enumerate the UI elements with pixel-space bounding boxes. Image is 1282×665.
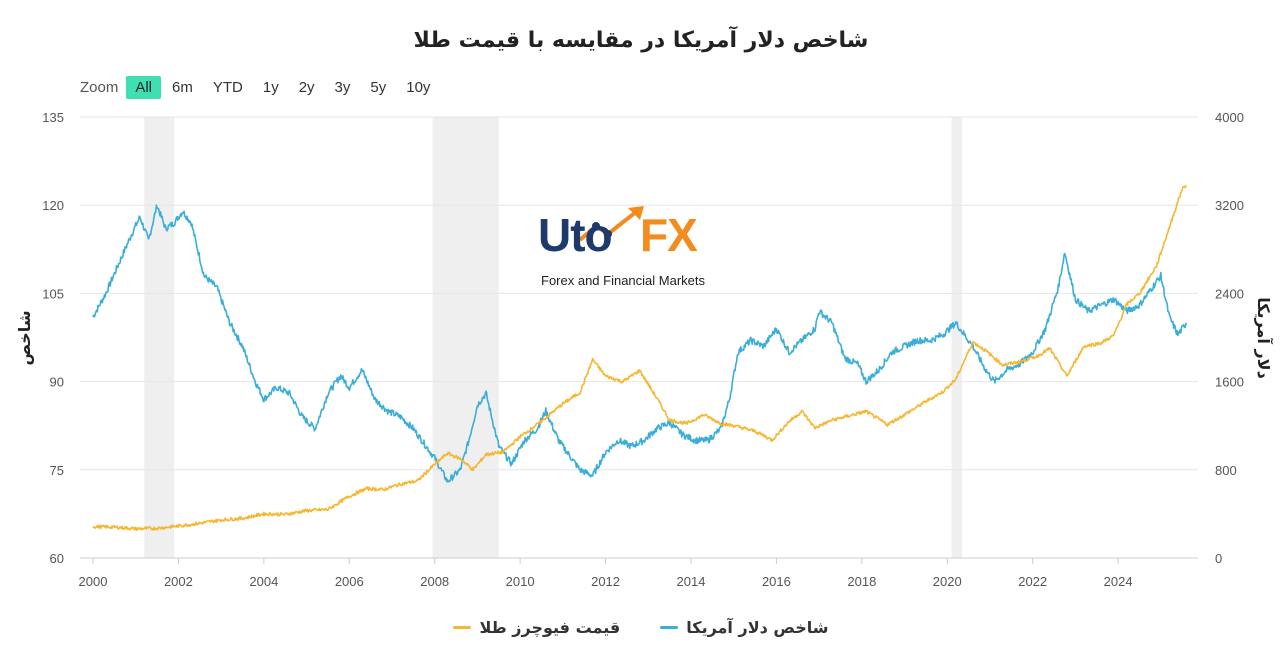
range-button-5y[interactable]: 5y	[370, 78, 387, 96]
series-lines	[92, 184, 1188, 532]
x-tick-label: 2008	[420, 574, 449, 589]
legend-swatch-gold	[453, 626, 472, 629]
range-button-ytd[interactable]: YTD	[212, 78, 243, 96]
x-tick-label: 2020	[933, 574, 962, 589]
right-tick-label: 4000	[1215, 110, 1244, 125]
right-tick-label: 3200	[1215, 198, 1244, 213]
right-axis-title: دلار آمریکا	[1254, 297, 1274, 379]
right-tick-label: 1600	[1215, 375, 1244, 390]
x-tick-label: 2022	[1018, 574, 1047, 589]
x-axis-ticks: 2000 2002 2004 2006 2008 2010 2012 2014 2016 2018…	[79, 558, 1133, 589]
legend: قیمت فیوچرز طلا شاخص دلار آمریکا	[0, 618, 1282, 637]
legend-swatch-dxy	[660, 626, 679, 629]
legend-label-dxy: شاخص دلار آمریکا	[686, 618, 829, 637]
x-tick-label: 2024	[1104, 574, 1133, 589]
left-tick-label: 90	[50, 375, 64, 390]
left-axis-title: شاخص	[15, 310, 34, 365]
x-tick-label: 2002	[164, 574, 193, 589]
x-tick-label: 2010	[506, 574, 535, 589]
grid-lines	[80, 116, 1198, 559]
x-tick-label: 2004	[249, 574, 278, 589]
range-button-1y[interactable]: 1y	[262, 78, 279, 96]
left-tick-label: 135	[42, 110, 64, 125]
right-axis-ticks: 0 800 1600 2400 3200 4000	[1215, 110, 1244, 566]
range-button-all[interactable]: All	[126, 75, 162, 99]
legend-item-dxy[interactable]: شاخص دلار آمریکا	[660, 618, 829, 637]
trend-arrow-icon	[578, 206, 644, 242]
x-tick-label: 2018	[847, 574, 876, 589]
logo-subtitle: Forex and Financial Markets	[541, 273, 706, 288]
series-line-dxy	[92, 204, 1188, 483]
left-tick-label: 75	[50, 463, 64, 478]
utofx-logo: Uto FX Forex and Financial Markets	[538, 206, 738, 298]
range-button-2y[interactable]: 2y	[298, 78, 315, 96]
x-tick-label: 2016	[762, 574, 791, 589]
x-tick-label: 2006	[335, 574, 364, 589]
range-button-6m[interactable]: 6m	[172, 78, 193, 96]
left-axis-ticks: 60 75 90 105 120 135	[42, 110, 64, 566]
right-tick-label: 2400	[1215, 286, 1244, 301]
right-tick-label: 0	[1215, 551, 1222, 566]
series-line-gold	[92, 184, 1188, 532]
left-tick-label: 60	[50, 551, 64, 566]
zoom-label: Zoom	[80, 78, 119, 96]
recession-shading	[144, 117, 963, 558]
logo-text-part1: Uto	[538, 209, 613, 261]
logo-text-part2: FX	[640, 209, 698, 261]
range-button-3y[interactable]: 3y	[334, 78, 351, 96]
chart-title: شاخص دلار آمریکا در مقایسه با قیمت طلا	[413, 28, 869, 53]
legend-label-gold: قیمت فیوچرز طلا	[479, 618, 621, 637]
recession-band-1	[432, 117, 499, 558]
x-tick-label: 2014	[677, 574, 706, 589]
range-selector: Zoom All 6m YTD 1y 2y 3y 5y 10y	[80, 73, 441, 101]
left-tick-label: 105	[42, 286, 64, 301]
recession-band-0	[144, 117, 175, 558]
left-tick-label: 120	[42, 198, 64, 213]
x-tick-label: 2000	[79, 574, 108, 589]
x-tick-label: 2012	[591, 574, 620, 589]
legend-item-gold[interactable]: قیمت فیوچرز طلا	[453, 618, 620, 637]
range-button-10y[interactable]: 10y	[406, 78, 431, 96]
recession-band-2	[951, 117, 963, 558]
right-tick-label: 800	[1215, 463, 1237, 478]
